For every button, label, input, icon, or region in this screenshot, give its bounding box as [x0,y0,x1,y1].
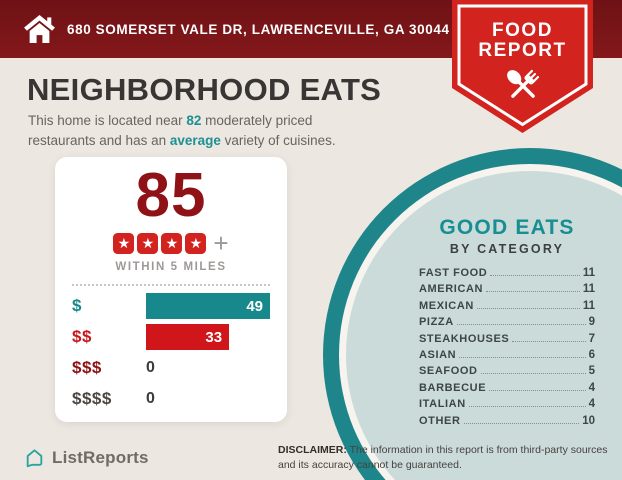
price-row: $$$ 0 [72,355,270,381]
restaurant-score-card: 85 ★ ★ ★ ★ + WITHIN 5 MILES $49 $$ 33 $$$ 0 $$$$ 0 [55,157,287,422]
price-bar: 49 [146,293,270,319]
listreports-house-icon [26,449,43,468]
category-count: 4 [588,381,595,394]
category-label: ASIAN [419,348,457,361]
category-count: 9 [588,316,595,329]
category-row: SEAFOOD 5 [419,365,595,381]
spoon-fork-icon [507,69,540,98]
listreports-wordmark: ListReports [52,447,149,467]
dotted-leader [459,356,586,358]
dotted-leader [480,373,586,375]
category-count: 7 [588,332,595,345]
ribbon-title-line1: FOOD [492,20,553,41]
price-bar-zero-value: 0 [146,359,155,376]
category-row: BARBECUE 4 [419,382,595,398]
category-row: STEAKHOUSES 7 [419,333,595,349]
price-bar-zero-value: 0 [146,390,155,407]
category-row: PIZZA 9 [419,316,595,332]
category-label: OTHER [419,414,461,427]
star-rating: ★ ★ ★ ★ + [55,228,287,258]
star-icon: ★ [185,232,207,254]
category-label: ITALIAN [419,398,466,411]
listreports-logo: ListReports [24,447,149,468]
bar-area: 0 [146,355,270,381]
category-row: OTHER 10 [419,415,595,431]
dotted-leader [490,275,580,276]
category-count: 10 [582,414,595,427]
star-icon: ★ [113,232,135,254]
star-icon: ★ [137,232,159,254]
price-row: $49 [72,293,270,319]
category-count: 5 [588,365,595,378]
intro-text-part1: This home is located near [28,113,187,128]
page-title: NEIGHBORHOOD EATS [27,72,382,107]
category-label: SEAFOOD [419,365,478,378]
restaurant-count-score: 85 [135,161,207,230]
star-icon: ★ [161,232,183,254]
category-label: FAST FOOD [419,267,488,279]
category-row: MEXICAN 11 [419,300,595,316]
price-level-label: $$$$ [72,389,112,408]
category-row: AMERICAN 11 [419,283,595,299]
intro-text-part3: variety of cuisines. [220,133,336,149]
category-row: ITALIAN 4 [419,398,595,414]
bar-area: 49 [146,293,270,319]
dotted-divider [72,284,270,286]
good-eats-header: GOOD EATS BY CATEGORY [412,216,602,256]
price-bar: 33 [146,324,230,350]
category-label: MEXICAN [419,299,474,312]
price-level-label: $$$ [72,358,102,377]
intro-text: This home is located near 82 moderately … [28,111,380,152]
good-eats-title: GOOD EATS [439,216,575,239]
dotted-leader [489,389,586,391]
ribbon-shape [452,0,593,133]
intro-text-part2: moderately priced restaurants and has an [28,113,313,149]
dotted-leader [463,422,580,424]
dotted-leader [512,340,586,342]
bar-area: 0 [146,386,270,412]
ribbon-title-line2: REPORT [478,40,567,61]
price-row: $$$$ 0 [72,386,270,412]
disclaimer-label: DISCLAIMER: [278,444,347,456]
price-level-label: $ [72,296,82,315]
good-eats-subtitle: BY CATEGORY [449,242,565,256]
dotted-leader [486,291,580,293]
category-label: AMERICAN [419,283,484,296]
category-count: 11 [582,267,595,279]
category-count: 11 [582,283,595,296]
category-label: PIZZA [419,316,454,329]
dotted-leader [476,307,580,309]
food-report-ribbon: FOOD REPORT [452,0,593,133]
dotted-leader [468,406,586,408]
home-icon [24,14,55,43]
price-row: $$ 33 [72,324,270,350]
price-level-bar-chart: $49 $$ 33 $$$ 0 $$$$ 0 [55,293,287,412]
price-level-label: $$ [72,327,92,346]
category-count: 6 [588,348,595,361]
category-label: BARBECUE [419,381,487,394]
radius-label: WITHIN 5 MILES [115,261,227,273]
bar-area: 33 [146,324,270,350]
category-count: 11 [582,299,595,312]
variety-highlight: average [169,133,221,149]
plus-icon: + [213,228,229,258]
disclaimer-text: DISCLAIMER: The information in this repo… [278,444,608,471]
category-row: FAST FOOD 11 [419,267,595,283]
category-row: ASIAN 6 [419,349,595,365]
property-address: 680 SOMERSET VALE DR, LAWRENCEVILLE, GA … [67,21,450,37]
category-count: 4 [588,398,595,411]
restaurant-count: 82 [186,113,202,128]
dotted-leader [456,324,586,326]
category-label: STEAKHOUSES [419,332,510,345]
category-list: FAST FOOD 11 AMERICAN 11 MEXICAN 11 PIZZA 9 STEA… [419,267,595,431]
